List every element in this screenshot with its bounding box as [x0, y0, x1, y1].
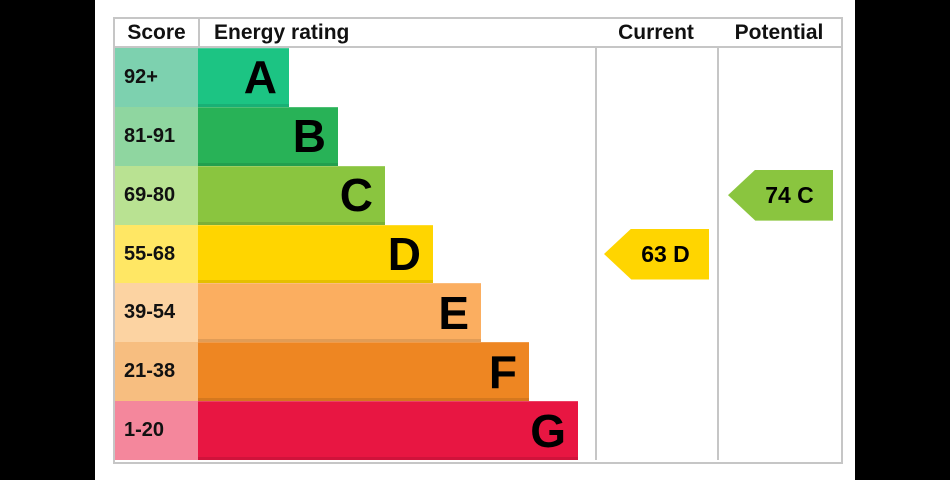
energy-band-bar-c: C — [198, 165, 385, 225]
energy-band-bar-e: E — [198, 283, 481, 343]
score-range-cell: 92+ — [115, 48, 198, 107]
header-potential: Potential — [734, 21, 824, 44]
band-row-e: 39-54 E — [115, 283, 841, 343]
band-row-c: 69-80 C — [115, 165, 841, 225]
epc-chart-panel: Score Energy rating Current Potential 63… — [95, 0, 855, 480]
current-column-divider — [595, 48, 597, 460]
score-range-cell: 55-68 — [115, 224, 198, 284]
score-range-cell: 81-91 — [115, 106, 198, 166]
current-rating-label: 63 D — [641, 240, 690, 267]
energy-band-bar-d: D — [198, 224, 433, 284]
score-range-cell: 69-80 — [115, 165, 198, 225]
potential-column-divider — [717, 48, 719, 460]
energy-band-bar-f: F — [198, 342, 529, 402]
band-row-g: 1-20 G — [115, 401, 841, 461]
table-header-row: Score Energy rating Current Potential — [115, 19, 841, 48]
band-letter: C — [339, 169, 373, 222]
score-range-cell: 39-54 — [115, 283, 198, 343]
energy-band-bar-b: B — [198, 106, 338, 166]
band-letter: E — [438, 286, 469, 339]
band-letter: D — [387, 228, 421, 280]
band-row-d: 55-68 D — [115, 224, 841, 284]
header-score: Score — [127, 21, 186, 44]
energy-band-bar-g: G — [198, 401, 578, 461]
header-energy-rating: Energy rating — [198, 19, 595, 46]
band-row-a: 92+ A — [115, 48, 841, 107]
header-current: Current — [618, 21, 694, 44]
band-letter: G — [530, 404, 566, 457]
band-letter: A — [243, 51, 277, 104]
band-letter: B — [292, 110, 326, 163]
band-letter: F — [488, 345, 517, 398]
band-row-b: 81-91 B — [115, 106, 841, 166]
score-range-cell: 21-38 — [115, 342, 198, 402]
potential-rating-label: 74 C — [765, 181, 814, 208]
band-rows-container: 63 D 74 C 92+ A 81-91 B 69-80 C 55-68 D 39-54 E 21… — [115, 48, 841, 461]
epc-rating-table: Score Energy rating Current Potential 63… — [113, 17, 843, 464]
energy-band-bar-a: A — [198, 48, 289, 107]
band-row-f: 21-38 F — [115, 342, 841, 402]
score-range-cell: 1-20 — [115, 401, 198, 461]
